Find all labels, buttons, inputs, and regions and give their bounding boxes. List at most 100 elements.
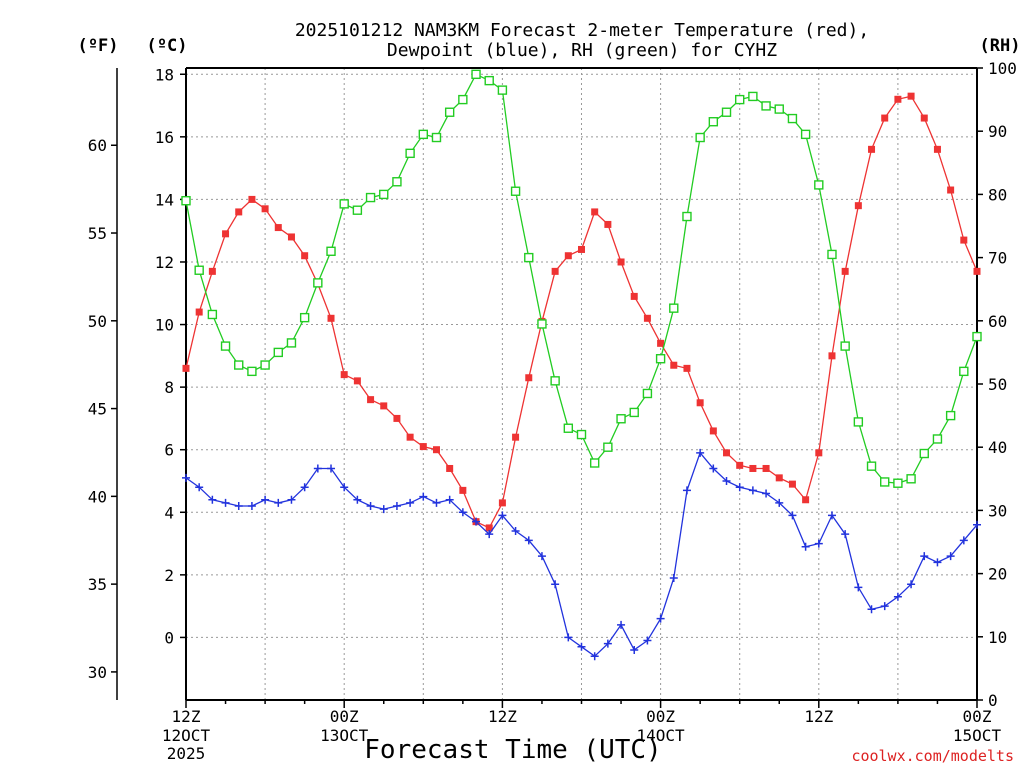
rh-point xyxy=(840,341,850,351)
x-tick-label-date: 13OCT xyxy=(320,726,369,745)
dewpoint-point xyxy=(920,552,929,561)
rh-tick-label: 40 xyxy=(988,438,1007,457)
dewpoint-point xyxy=(682,486,691,495)
x-tick-label-time: 12Z xyxy=(804,707,833,726)
rh-point xyxy=(972,331,982,342)
temperature-point xyxy=(498,499,506,507)
dewpoint-point xyxy=(669,573,678,582)
rh-point xyxy=(234,360,244,370)
rh-point xyxy=(642,388,653,399)
dewpoint-point xyxy=(234,502,243,511)
dewpoint-point xyxy=(366,502,375,511)
rh-tick-label: 0 xyxy=(988,691,998,710)
temperature-point xyxy=(643,314,651,322)
temperature-point xyxy=(696,399,704,407)
rh-tick-label: 60 xyxy=(988,312,1007,331)
rh-point xyxy=(814,180,824,190)
dewpoint-point xyxy=(208,495,217,504)
rh-point xyxy=(484,75,494,86)
dewpoint-point xyxy=(406,498,415,507)
rh-point xyxy=(194,265,204,275)
dewpoint-point xyxy=(195,483,204,492)
temperature-point xyxy=(933,145,941,153)
dewpoint-point xyxy=(590,652,599,661)
rh-point xyxy=(286,338,297,348)
fahrenheit-tick-label: 55 xyxy=(88,224,107,243)
temperature-point xyxy=(208,267,216,275)
dewpoint-point xyxy=(511,527,520,536)
rh-point xyxy=(893,478,903,488)
temperature-point xyxy=(960,236,968,244)
celsius-tick-label: 14 xyxy=(155,190,174,209)
dewpoint-point xyxy=(537,552,546,561)
temperature-point xyxy=(235,208,243,216)
temperature-point xyxy=(749,464,757,472)
rh-point xyxy=(906,474,916,484)
rh-point xyxy=(550,376,560,386)
temperature-point xyxy=(775,474,783,482)
celsius-tick-label: 16 xyxy=(155,128,174,147)
fahrenheit-tick-label: 30 xyxy=(88,663,107,682)
temperature-point xyxy=(182,364,190,372)
dewpoint-point xyxy=(946,552,955,561)
rh-point xyxy=(510,186,521,196)
rh-point xyxy=(589,458,600,468)
dewpoint-point xyxy=(327,464,336,473)
dewpoint-point xyxy=(933,558,942,567)
fahrenheit-tick-label: 50 xyxy=(88,312,107,331)
grid-lines xyxy=(186,68,977,700)
temperature-point xyxy=(881,114,889,122)
rh-point xyxy=(616,414,626,424)
rh-point xyxy=(827,249,837,260)
celsius-tick-label: 0 xyxy=(164,628,174,647)
dewpoint-point xyxy=(696,448,705,457)
temperature-point xyxy=(340,371,348,379)
rh-point xyxy=(576,429,587,440)
rh-point xyxy=(853,417,864,427)
temperature-point xyxy=(815,449,823,457)
fahrenheit-tick-label: 35 xyxy=(88,575,107,594)
rh-point xyxy=(774,104,784,114)
celsius-tick-label: 10 xyxy=(155,316,174,335)
temperature-point xyxy=(248,195,256,203)
dewpoint-point xyxy=(577,642,586,651)
temperature-point xyxy=(525,374,533,382)
fahrenheit-tick-label: 60 xyxy=(88,136,107,155)
dewpoint-point xyxy=(788,511,797,520)
dewpoint-point xyxy=(841,530,850,539)
temperature-point xyxy=(301,252,309,260)
dewpoint-point xyxy=(458,508,467,517)
rh-point xyxy=(866,461,877,471)
dewpoint-point xyxy=(353,495,362,504)
dewpoint-point xyxy=(564,633,573,642)
rh-tick-label: 70 xyxy=(988,249,1007,268)
rh-point xyxy=(181,196,191,206)
temperature-point xyxy=(709,427,717,435)
dewpoint-point xyxy=(973,520,981,529)
temperature-point xyxy=(551,267,559,275)
dewpoint-point xyxy=(182,473,190,482)
temperature-point xyxy=(736,461,744,469)
x-tick-label-time: 00Z xyxy=(646,707,675,726)
dewpoint-point xyxy=(432,498,441,507)
temperature-point xyxy=(222,230,230,238)
temperature-point xyxy=(393,414,401,422)
dewpoint-point xyxy=(643,636,652,645)
rh-point xyxy=(247,366,257,377)
rh-point xyxy=(444,107,455,117)
temperature-point xyxy=(947,186,955,194)
dewpoint-point xyxy=(551,580,560,589)
dewpoint-point xyxy=(775,498,784,507)
dewpoint-point xyxy=(287,495,296,504)
rh-point xyxy=(458,94,468,105)
rh-tick-label: 10 xyxy=(988,628,1007,647)
rh-point xyxy=(748,91,758,102)
rh-point xyxy=(603,442,613,452)
temperature-point xyxy=(617,258,625,266)
rh-point xyxy=(497,85,508,95)
temperature-point xyxy=(841,267,849,275)
rh-point xyxy=(721,107,732,117)
dewpoint-point xyxy=(814,539,823,548)
celsius-tick-label: 12 xyxy=(155,253,174,272)
